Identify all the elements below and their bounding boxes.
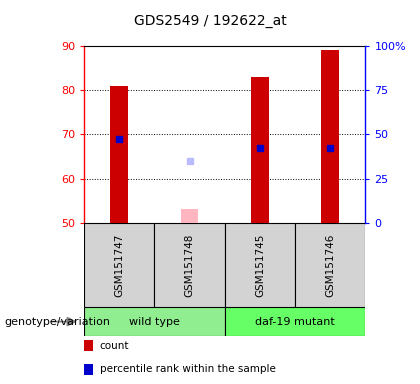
- Bar: [295, 223, 365, 307]
- Text: GDS2549 / 192622_at: GDS2549 / 192622_at: [134, 14, 286, 28]
- Bar: [110, 86, 128, 223]
- Bar: [84, 223, 155, 307]
- Text: wild type: wild type: [129, 316, 180, 327]
- Text: percentile rank within the sample: percentile rank within the sample: [100, 364, 276, 374]
- Text: GSM151746: GSM151746: [325, 233, 335, 297]
- Bar: [321, 50, 339, 223]
- Bar: [155, 223, 225, 307]
- Text: GSM151745: GSM151745: [255, 233, 265, 297]
- Text: daf-19 mutant: daf-19 mutant: [255, 316, 335, 327]
- Bar: [225, 307, 365, 336]
- Text: genotype/variation: genotype/variation: [4, 316, 110, 327]
- Bar: [181, 210, 198, 223]
- Text: count: count: [100, 341, 129, 351]
- Bar: [84, 307, 225, 336]
- Bar: [251, 77, 269, 223]
- Text: GSM151748: GSM151748: [184, 233, 194, 297]
- Text: GSM151747: GSM151747: [114, 233, 124, 297]
- Bar: [225, 223, 295, 307]
